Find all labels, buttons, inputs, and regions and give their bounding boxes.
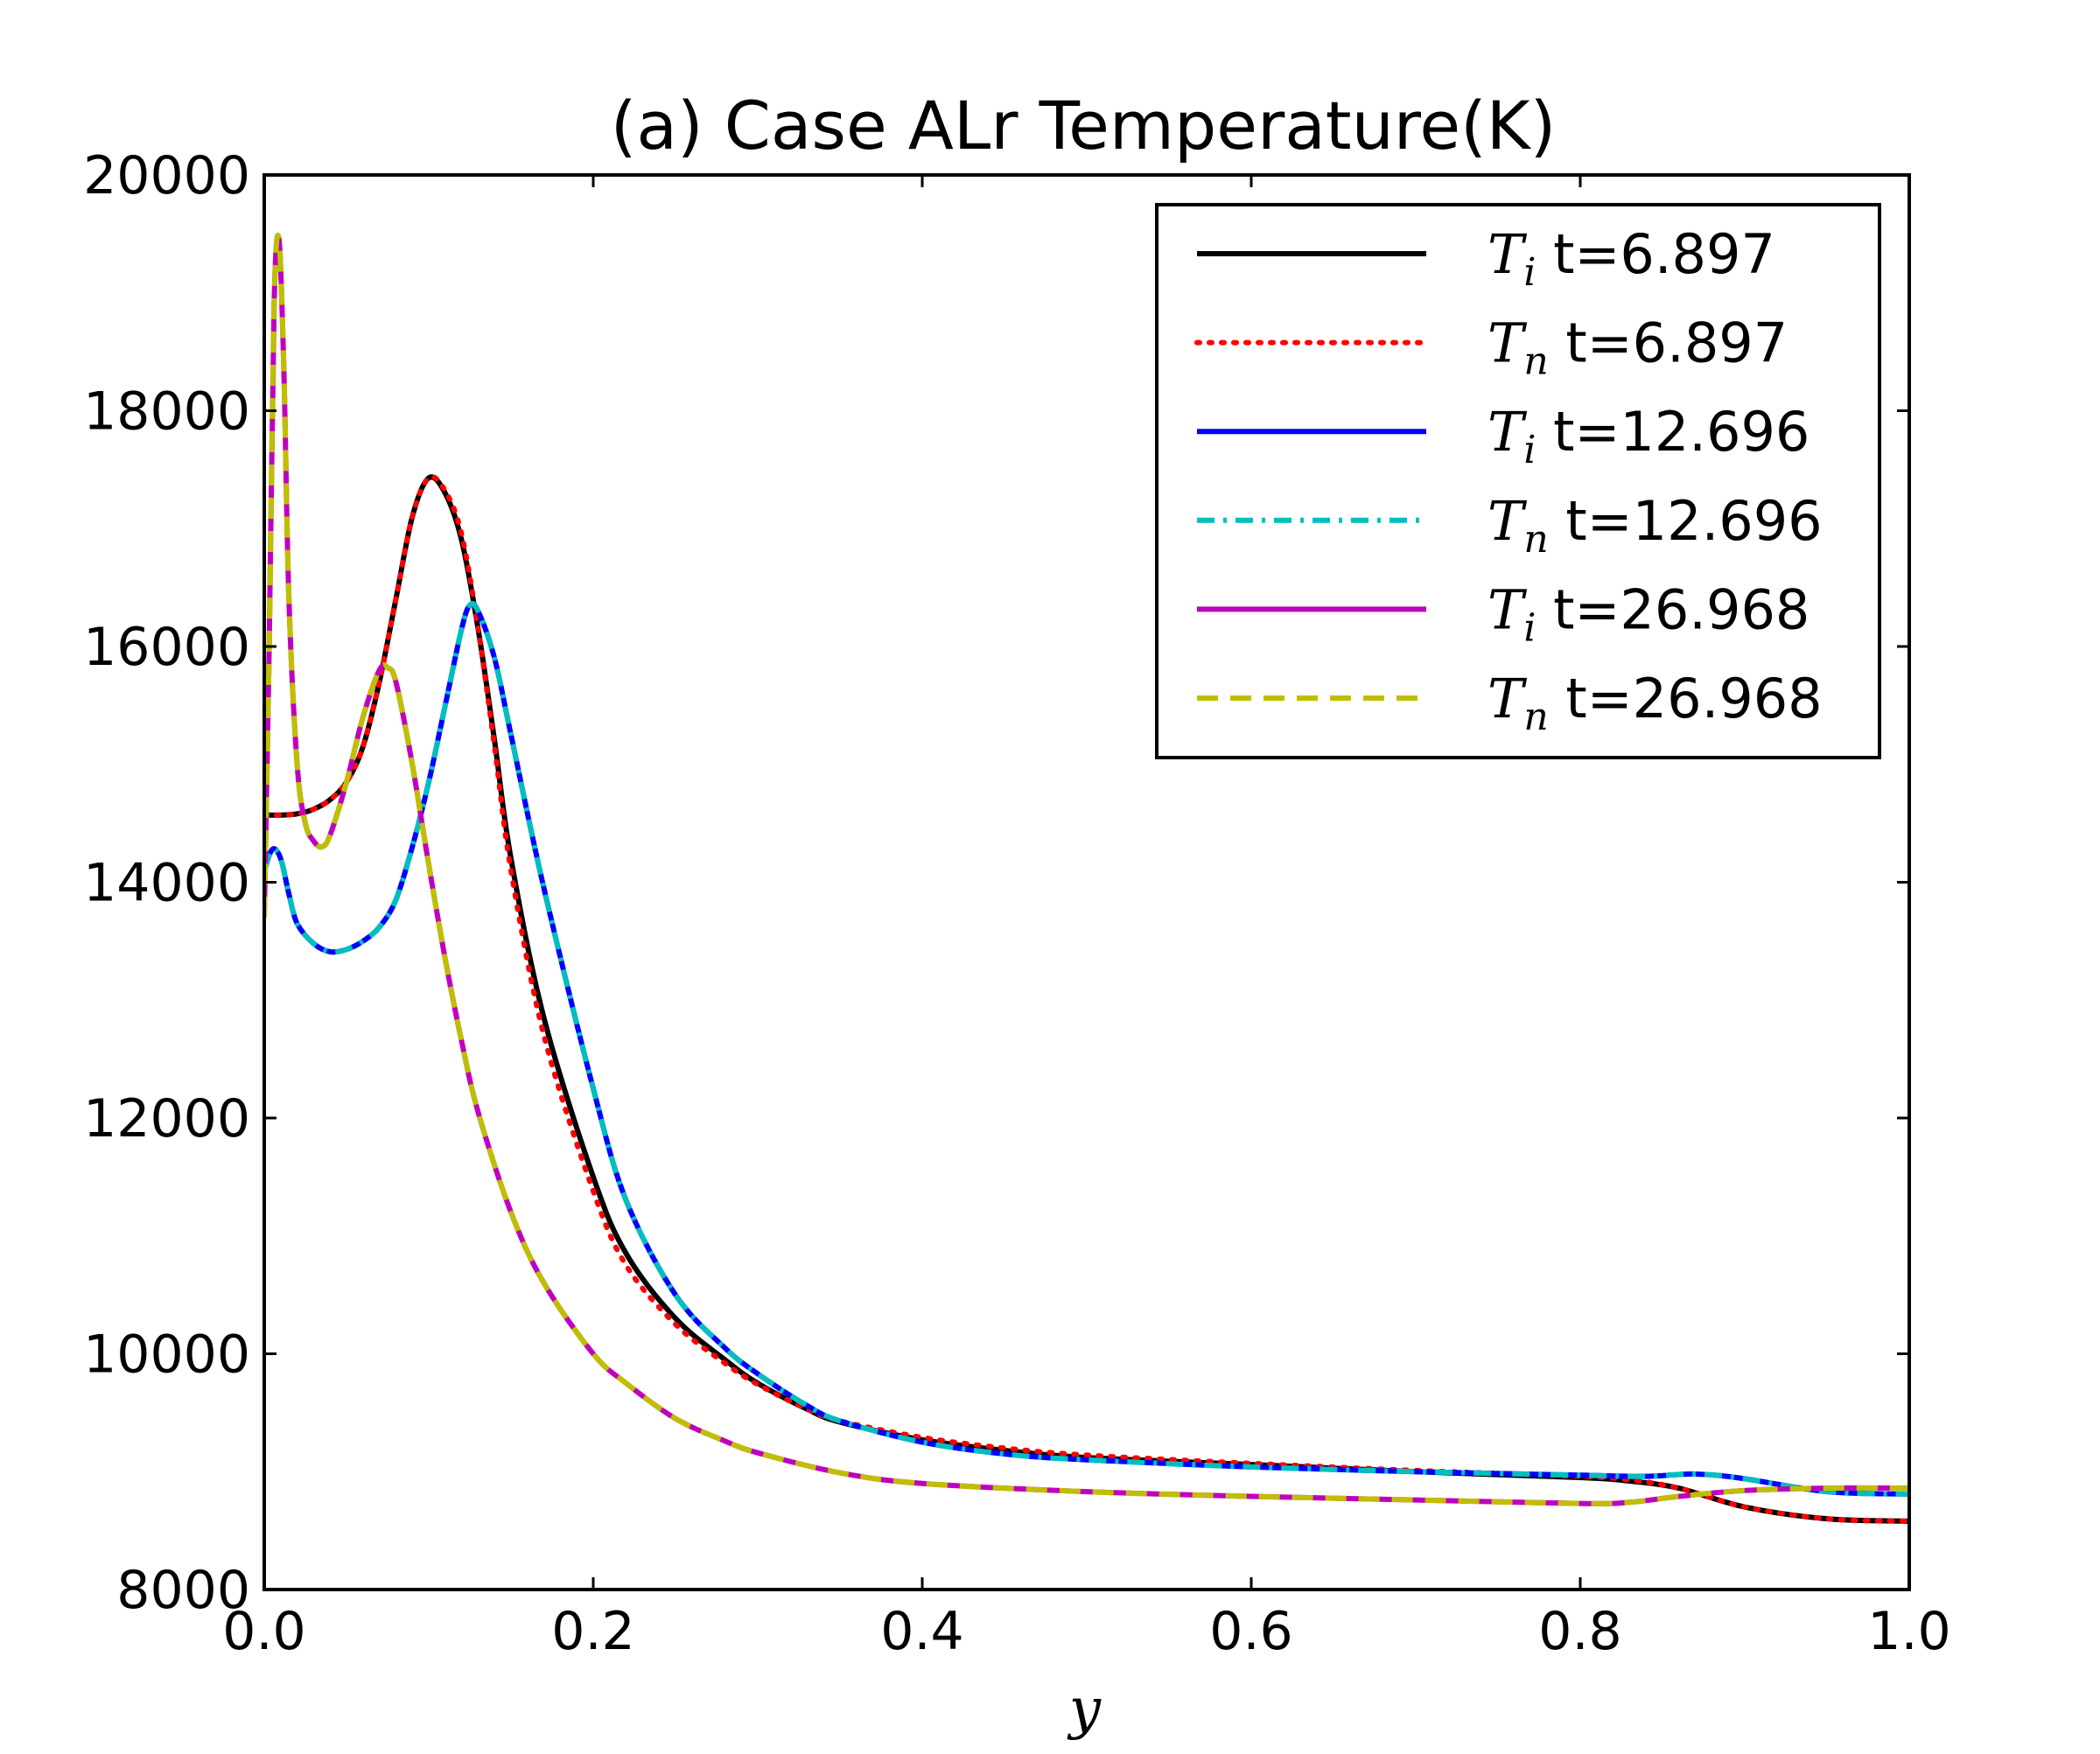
legend-label-2: Tn t=6.897 xyxy=(1488,311,1788,384)
x-tick-label: 0.8 xyxy=(1538,1601,1621,1662)
x-tick-label: 0.2 xyxy=(551,1601,634,1662)
legend: Ti t=6.897 Tn t=6.897 Ti t=12.696 Tn t=12.6… xyxy=(1155,203,1881,759)
legend-label-3: Ti t=12.696 xyxy=(1488,400,1810,472)
x-tick-label: 0.4 xyxy=(880,1601,963,1662)
series-line-4 xyxy=(264,600,1909,1497)
x-axis-label: y xyxy=(1067,1677,1102,1742)
axes: 0.0 0.2 0.4 0.6 0.8 1.0 8000 10000 12000 14000 160… xyxy=(83,145,1951,1662)
legend-label-5: Ti t=26.968 xyxy=(1488,577,1810,650)
y-tick-label: 16000 xyxy=(83,617,250,678)
x-tick-label: 1.0 xyxy=(1867,1601,1950,1662)
y-tick-label: 20000 xyxy=(83,145,250,206)
legend-label-4: Tn t=12.696 xyxy=(1488,489,1823,562)
legend-box xyxy=(1155,203,1881,759)
x-tick-label: 0.0 xyxy=(222,1601,305,1662)
y-tick-label: 8000 xyxy=(116,1560,250,1621)
plot-area xyxy=(264,233,1909,1524)
legend-label-1: Ti t=6.897 xyxy=(1488,222,1775,295)
legend-label-6: Tn t=26.968 xyxy=(1488,667,1823,739)
x-tick-label: 0.6 xyxy=(1209,1601,1292,1662)
chart-title: (a) Case ALr Temperature(K) xyxy=(611,87,1556,164)
y-tick-label: 12000 xyxy=(83,1088,250,1150)
series-line-6 xyxy=(264,233,1909,1506)
y-tick-label: 14000 xyxy=(83,853,250,914)
y-tick-label: 10000 xyxy=(83,1324,250,1386)
y-tick-label: 18000 xyxy=(83,381,250,443)
